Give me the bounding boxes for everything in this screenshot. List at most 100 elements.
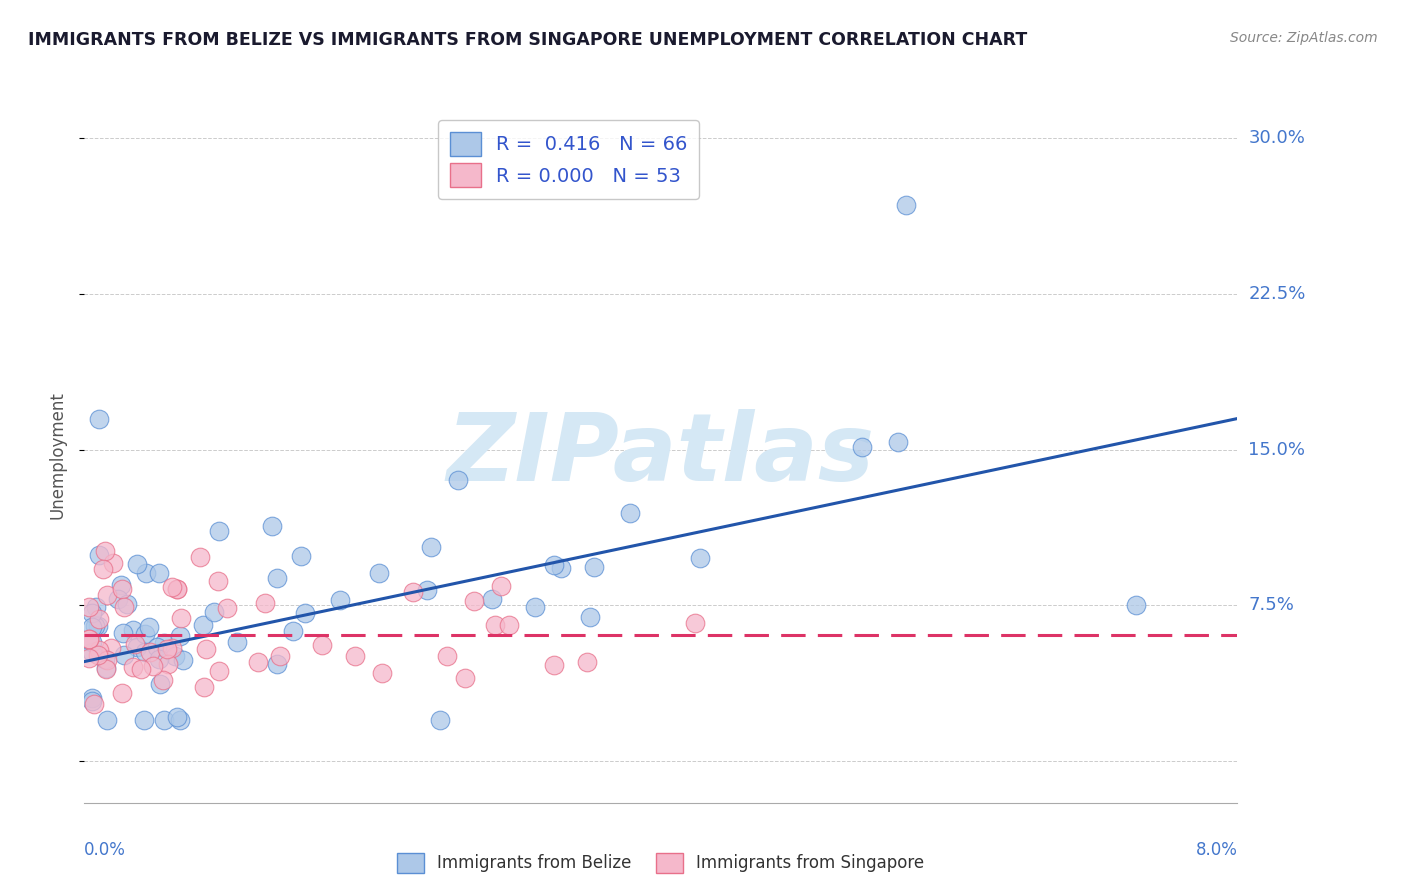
Point	[160, 580, 183, 594]
Point	[166, 582, 188, 596]
Point	[193, 681, 215, 695]
Point	[166, 710, 188, 724]
Point	[107, 592, 129, 607]
Point	[543, 558, 565, 572]
Point	[851, 440, 873, 454]
Point	[93, 562, 115, 576]
Point	[101, 556, 124, 570]
Point	[163, 648, 186, 663]
Point	[125, 558, 148, 572]
Point	[484, 617, 506, 632]
Legend: Immigrants from Belize, Immigrants from Singapore: Immigrants from Belize, Immigrants from …	[391, 847, 931, 880]
Point	[290, 549, 312, 563]
Point	[138, 645, 160, 659]
Legend: R =  0.416   N = 66, R = 0.000   N = 53: R = 0.416 N = 66, R = 0.000 N = 53	[437, 120, 699, 199]
Text: 7.5%: 7.5%	[1249, 597, 1295, 615]
Point	[96, 662, 118, 676]
Point	[84, 600, 107, 615]
Point	[343, 648, 366, 663]
Point	[311, 639, 333, 653]
Point	[86, 648, 108, 663]
Point	[619, 507, 641, 521]
Point	[111, 582, 134, 596]
Point	[96, 653, 118, 667]
Point	[169, 628, 191, 642]
Point	[80, 691, 103, 706]
Point	[368, 566, 391, 581]
Point	[80, 694, 103, 708]
Point	[463, 593, 485, 607]
Point	[80, 644, 103, 658]
Point	[129, 662, 152, 676]
Point	[253, 596, 276, 610]
Point	[117, 597, 139, 611]
Point	[152, 636, 174, 650]
Point	[121, 623, 143, 637]
Point	[169, 713, 191, 727]
Point	[77, 599, 100, 614]
Point	[124, 637, 146, 651]
Text: 22.5%: 22.5%	[1249, 285, 1306, 303]
Point	[93, 544, 115, 558]
Point	[152, 673, 174, 687]
Point	[153, 713, 176, 727]
Point	[266, 657, 288, 672]
Point	[246, 655, 269, 669]
Point	[170, 611, 193, 625]
Point	[429, 713, 451, 727]
Point	[100, 641, 122, 656]
Point	[202, 606, 225, 620]
Point	[447, 473, 470, 487]
Point	[887, 434, 910, 449]
Point	[86, 619, 108, 633]
Point	[96, 589, 118, 603]
Point	[207, 574, 229, 588]
Point	[77, 632, 100, 646]
Point	[80, 620, 103, 634]
Point	[148, 566, 170, 581]
Point	[208, 664, 231, 678]
Point	[190, 550, 212, 565]
Text: IMMIGRANTS FROM BELIZE VS IMMIGRANTS FROM SINGAPORE UNEMPLOYMENT CORRELATION CHA: IMMIGRANTS FROM BELIZE VS IMMIGRANTS FRO…	[28, 31, 1028, 49]
Point	[125, 640, 148, 655]
Point	[436, 649, 458, 664]
Point	[226, 635, 249, 649]
Point	[416, 583, 439, 598]
Point	[191, 618, 214, 632]
Y-axis label: Unemployment: Unemployment	[48, 391, 66, 519]
Point	[1125, 599, 1147, 613]
Point	[80, 607, 103, 621]
Point	[582, 559, 605, 574]
Point	[575, 655, 598, 669]
Point	[160, 640, 183, 655]
Text: 0.0%: 0.0%	[84, 841, 127, 859]
Point	[329, 593, 352, 607]
Point	[112, 626, 135, 640]
Point	[156, 641, 179, 656]
Point	[269, 648, 291, 663]
Point	[94, 651, 117, 665]
Point	[134, 626, 156, 640]
Point	[419, 540, 441, 554]
Point	[112, 600, 135, 615]
Point	[138, 620, 160, 634]
Point	[266, 570, 288, 584]
Point	[89, 612, 111, 626]
Point	[498, 618, 520, 632]
Point	[215, 600, 238, 615]
Text: 15.0%: 15.0%	[1249, 441, 1305, 458]
Point	[489, 579, 512, 593]
Point	[371, 665, 394, 680]
Point	[111, 686, 134, 700]
Text: ZIPatlas: ZIPatlas	[447, 409, 875, 501]
Point	[87, 411, 110, 425]
Point	[77, 632, 100, 646]
Point	[112, 648, 135, 663]
Point	[87, 643, 110, 657]
Point	[134, 645, 156, 659]
Point	[87, 548, 110, 562]
Point	[146, 640, 169, 654]
Point	[481, 592, 503, 607]
Text: 8.0%: 8.0%	[1195, 841, 1237, 859]
Text: 30.0%: 30.0%	[1249, 129, 1305, 147]
